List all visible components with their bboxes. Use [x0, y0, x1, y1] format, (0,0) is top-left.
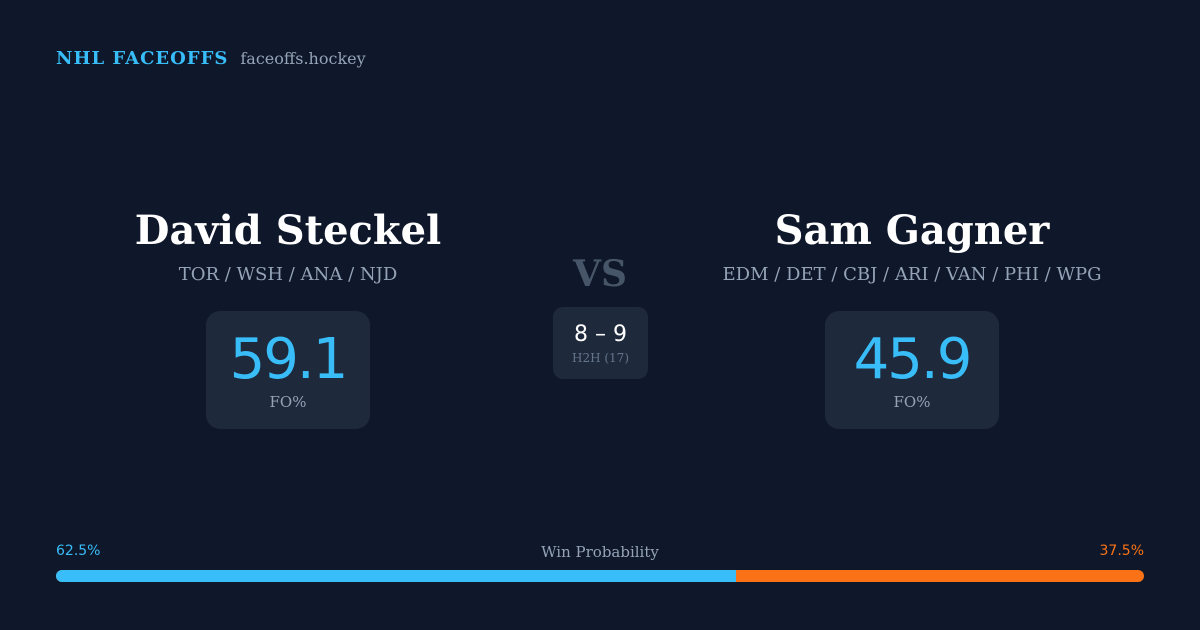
h2h-label: H2H (17): [571, 351, 629, 365]
h2h-score: 8 – 9: [574, 322, 627, 347]
player-right-fo-value: 45.9: [853, 327, 973, 392]
player-right-name: Sam Gagner: [774, 207, 1050, 254]
h2h-card: 8 – 9 H2H (17): [553, 307, 648, 379]
vs-label: VS: [573, 253, 627, 295]
player-right-fo-label: FO%: [893, 393, 931, 411]
player-left-panel: David Steckel TOR / WSH / ANA / NJD 59.1…: [88, 205, 488, 429]
player-right-panel: Sam Gagner EDM / DET / CBJ / ARI / VAN /…: [662, 205, 1162, 429]
win-probability-fill: [56, 570, 736, 582]
player-left-fo-card: 59.1 FO%: [206, 311, 370, 429]
brand-title: NHL FACEOFFS: [56, 48, 229, 69]
win-probability-title: Win Probability: [541, 543, 659, 561]
player-left-fo-value: 59.1: [229, 327, 349, 392]
player-left-teams: TOR / WSH / ANA / NJD: [178, 264, 398, 285]
brand-header: NHL FACEOFFS faceoffs.hockey: [56, 48, 366, 69]
player-right-teams: EDM / DET / CBJ / ARI / VAN / PHI / WPG: [722, 264, 1102, 285]
win-probability-left-pct: 62.5%: [56, 543, 101, 559]
win-probability-right-pct: 37.5%: [1099, 543, 1144, 559]
player-left-fo-label: FO%: [269, 393, 307, 411]
player-left-name: David Steckel: [134, 207, 442, 254]
win-probability-labels: 62.5% Win Probability 37.5%: [56, 543, 1144, 563]
win-probability-bar: [56, 570, 1144, 582]
player-right-fo-card: 45.9 FO%: [825, 311, 999, 429]
brand-site: faceoffs.hockey: [240, 49, 366, 68]
